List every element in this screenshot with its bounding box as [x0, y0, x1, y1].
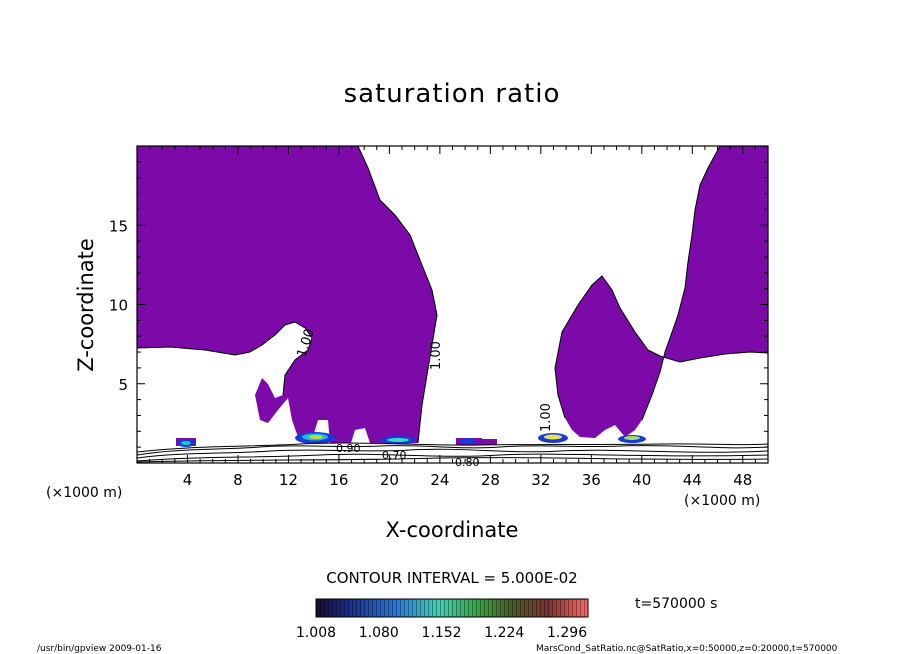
y-tick-label: 15: [109, 217, 128, 235]
contour-interval: CONTOUR INTERVAL = 5.000E-02: [326, 569, 577, 587]
footer-left: /usr/bin/gpview 2009-01-16: [37, 644, 162, 654]
x-tick-label: 24: [430, 471, 449, 489]
contour-label: 1.00: [429, 341, 444, 370]
x-unit-left: (×1000 m): [46, 485, 122, 501]
colorbar-tick-label: 1.080: [359, 625, 399, 641]
x-tick-label: 44: [683, 471, 702, 489]
x-tick-label: 40: [632, 471, 651, 489]
x-tick-label: 20: [380, 471, 399, 489]
colorbar-tick-label: 1.224: [484, 625, 524, 641]
cloud-cell: [481, 439, 497, 445]
x-axis: 4 8 12 16 20 24 28 32 36 40 44 48: [149, 146, 756, 489]
x-tick-label: 48: [733, 471, 752, 489]
y-tick-label: 5: [118, 376, 128, 394]
saturated-region-left: [137, 146, 437, 444]
y-axis: 5 10 15: [109, 161, 768, 448]
saturation-cores: [177, 432, 646, 447]
footer-right: MarsCond_SatRatio.nc@SatRatio,x=0:50000,…: [536, 644, 838, 654]
colorbar-tick-label: 1.152: [421, 625, 461, 641]
contour-label: 1.00: [539, 403, 554, 432]
contour-label: 0.70: [382, 449, 407, 462]
colorbar-tick-label: 1.008: [296, 625, 336, 641]
x-axis-label: X-coordinate: [386, 518, 519, 542]
x-tick-label: 36: [582, 471, 601, 489]
colorbar-tick-label: 1.296: [547, 625, 587, 641]
chart-title: saturation ratio: [344, 79, 561, 109]
saturated-region-right: [555, 146, 768, 438]
x-tick-label: 16: [329, 471, 348, 489]
time-label: t=570000 s: [635, 596, 717, 612]
x-tick-label: 28: [481, 471, 500, 489]
x-unit-right: (×1000 m): [684, 493, 760, 509]
contour-label: 0.90: [336, 442, 361, 455]
y-tick-label: 10: [109, 297, 128, 315]
x-tick-label: 4: [183, 471, 193, 489]
y-axis-label: Z-coordinate: [74, 238, 98, 372]
x-tick-label: 8: [233, 471, 243, 489]
plot-area: 1.00 1.00 1.00 0.90 0.70 0.80: [136, 145, 769, 469]
x-tick-label: 12: [279, 471, 298, 489]
x-tick-label: 32: [531, 471, 550, 489]
colorbar: 1.008 1.080 1.152 1.224 1.296: [296, 598, 589, 641]
